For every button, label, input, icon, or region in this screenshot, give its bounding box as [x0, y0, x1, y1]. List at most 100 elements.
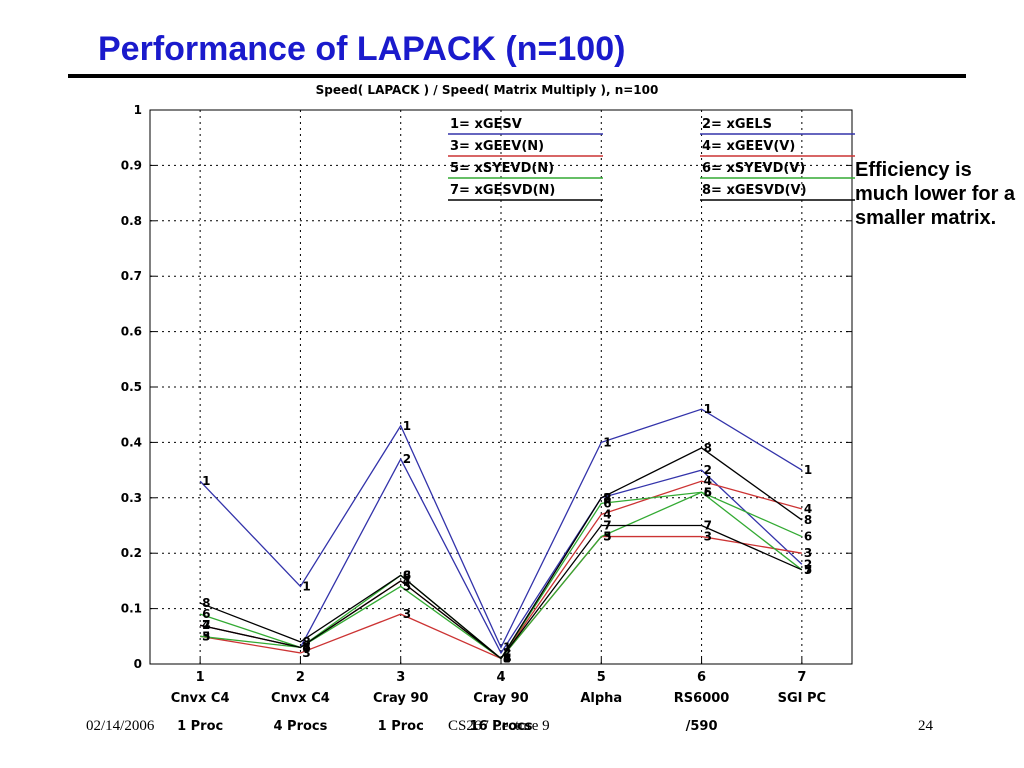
y-axis-ticks: 0 0.1 0.2 0.3 0.4 0.5 0.6 0.7 0.8 0.9 1: [121, 103, 852, 671]
series-4-point-label: 4: [302, 640, 310, 654]
series-2-point-label: 2: [302, 640, 310, 654]
x-tick-label: 3: [396, 670, 405, 685]
series-4-point-label: 4: [403, 574, 411, 588]
series-3-point-label: 3: [202, 629, 210, 643]
series-line-8: [199, 447, 803, 660]
series-6-point-label: 6: [302, 640, 310, 654]
series-1-point-label: 1: [603, 435, 611, 449]
series-7-point-label: 7: [403, 574, 411, 588]
series-2-point-label: 2: [202, 618, 210, 632]
series-4-point-label: 4: [503, 651, 511, 665]
footer-page-number: 24: [918, 718, 933, 734]
series-1-point-label: 1: [704, 402, 712, 416]
legend-entry-label: 1= xGESV: [450, 117, 522, 132]
x-category-sublabel: 4 Procs: [273, 719, 327, 734]
footer-course: CS267 Lecture 9: [448, 718, 550, 734]
series-4-point-label: 4: [804, 502, 812, 516]
legend-entry-label: 6= xSYEVD(V): [702, 161, 805, 176]
series-1-point-label: 1: [503, 640, 511, 654]
x-tick-label: 6: [697, 670, 706, 685]
x-category-label: SGI PC: [778, 691, 826, 706]
series-4-point-label: 4: [603, 507, 611, 521]
legend-entry-label: 4= xGEEV(V): [702, 139, 795, 154]
series-5-point-label: 5: [302, 640, 310, 654]
x-category-label: Cnvx C4: [171, 691, 230, 706]
series-1-point-label: 1: [804, 463, 812, 477]
series-2-point-label: 2: [804, 557, 812, 571]
x-tick-label: 7: [797, 670, 806, 685]
series-2-point-label: 2: [603, 491, 611, 505]
series-7-point-label: 7: [302, 640, 310, 654]
series-5-point-label: 5: [403, 579, 411, 593]
y-tick-label: 0.3: [121, 491, 142, 505]
y-tick-label: 0.5: [121, 380, 142, 394]
title-underline: [68, 74, 966, 78]
x-category-label: Cray 90: [473, 691, 528, 706]
series-3-point-label: 3: [503, 651, 511, 665]
series-5-point-label: 5: [202, 629, 210, 643]
x-category-label: Alpha: [580, 691, 622, 706]
series-8-point-label: 8: [503, 651, 511, 665]
x-tick-label: 1: [196, 670, 205, 685]
series-8-point-label: 8: [804, 513, 812, 527]
series-3-point-label: 3: [704, 530, 712, 544]
series-2-point-label: 2: [503, 646, 511, 660]
x-category-sublabel: 1 Proc: [378, 719, 424, 734]
series-4-point-label: 4: [704, 474, 712, 488]
x-category-label: Cray 90: [373, 691, 428, 706]
efficiency-note: Efficiency is much lower for a smaller m…: [855, 159, 1016, 229]
y-tick-label: 0.8: [121, 214, 142, 228]
series-2-point-label: 2: [704, 463, 712, 477]
series-3-point-label: 3: [302, 646, 310, 660]
chart-legend: 1= xGESV 2= xGELS 3= xGEEV(N) 4= xGEEV(V) 5=…: [448, 117, 855, 201]
series-8-point-label: 8: [603, 491, 611, 505]
y-tick-label: 1: [134, 103, 142, 117]
x-category-label: Cnvx C4: [271, 691, 330, 706]
series-line-1: [199, 408, 803, 649]
series-8-point-label: 8: [704, 441, 712, 455]
series-6-point-label: 6: [704, 485, 712, 499]
series-8-point-label: 8: [202, 596, 210, 610]
x-tick-label: 4: [496, 670, 505, 685]
series-3-point-label: 3: [403, 607, 411, 621]
x-tick-label: 5: [597, 670, 606, 685]
x-axis-ticks: 1 Cnvx C4 1 Proc 2 Cnvx C4 4 Procs 3 Cray 90 1 P…: [171, 658, 826, 734]
y-tick-label: 0.6: [121, 325, 142, 339]
y-tick-label: 0.1: [121, 602, 142, 616]
series-7-point-label: 7: [503, 651, 511, 665]
series-1-point-label: 1: [202, 474, 210, 488]
x-tick-label: 2: [296, 670, 305, 685]
legend-entry-label: 8= xGESVD(V): [702, 183, 807, 198]
y-tick-label: 0.7: [121, 269, 142, 283]
legend-entry-label: 7= xGESVD(N): [450, 183, 555, 198]
chart-title: Speed( LAPACK ) / Speed( Matrix Multiply…: [316, 83, 659, 97]
series-4-point-label: 4: [202, 618, 210, 632]
slide-title: Performance of LAPACK (n=100): [98, 30, 626, 68]
x-category-label: RS6000: [674, 691, 730, 706]
y-tick-label: 0.9: [121, 158, 142, 172]
series-6-point-label: 6: [403, 568, 411, 582]
series-3-point-label: 3: [804, 546, 812, 560]
series-7-point-label: 7: [704, 519, 712, 533]
series-5-point-label: 5: [804, 563, 812, 577]
legend-entry-label: 2= xGELS: [702, 117, 772, 132]
series-7-point-label: 7: [804, 563, 812, 577]
series-8-point-label: 8: [302, 635, 310, 649]
series-1-point-label: 1: [403, 419, 411, 433]
x-category-sublabel: 1 Proc: [177, 719, 223, 734]
series-5-point-label: 5: [704, 485, 712, 499]
series-1-point-label: 1: [302, 579, 310, 593]
series-lines: [199, 408, 803, 660]
series-6-point-label: 6: [202, 607, 210, 621]
x-category-sublabel: /590: [686, 719, 718, 734]
series-6-point-label: 6: [804, 530, 812, 544]
series-7-point-label: 7: [202, 618, 210, 632]
series-5-point-label: 5: [503, 651, 511, 665]
series-8-point-label: 8: [403, 568, 411, 582]
legend-entry-label: 5= xSYEVD(N): [450, 161, 554, 176]
series-7-point-label: 7: [603, 519, 611, 533]
series-6-point-label: 6: [603, 496, 611, 510]
series-6-point-label: 6: [503, 651, 511, 665]
